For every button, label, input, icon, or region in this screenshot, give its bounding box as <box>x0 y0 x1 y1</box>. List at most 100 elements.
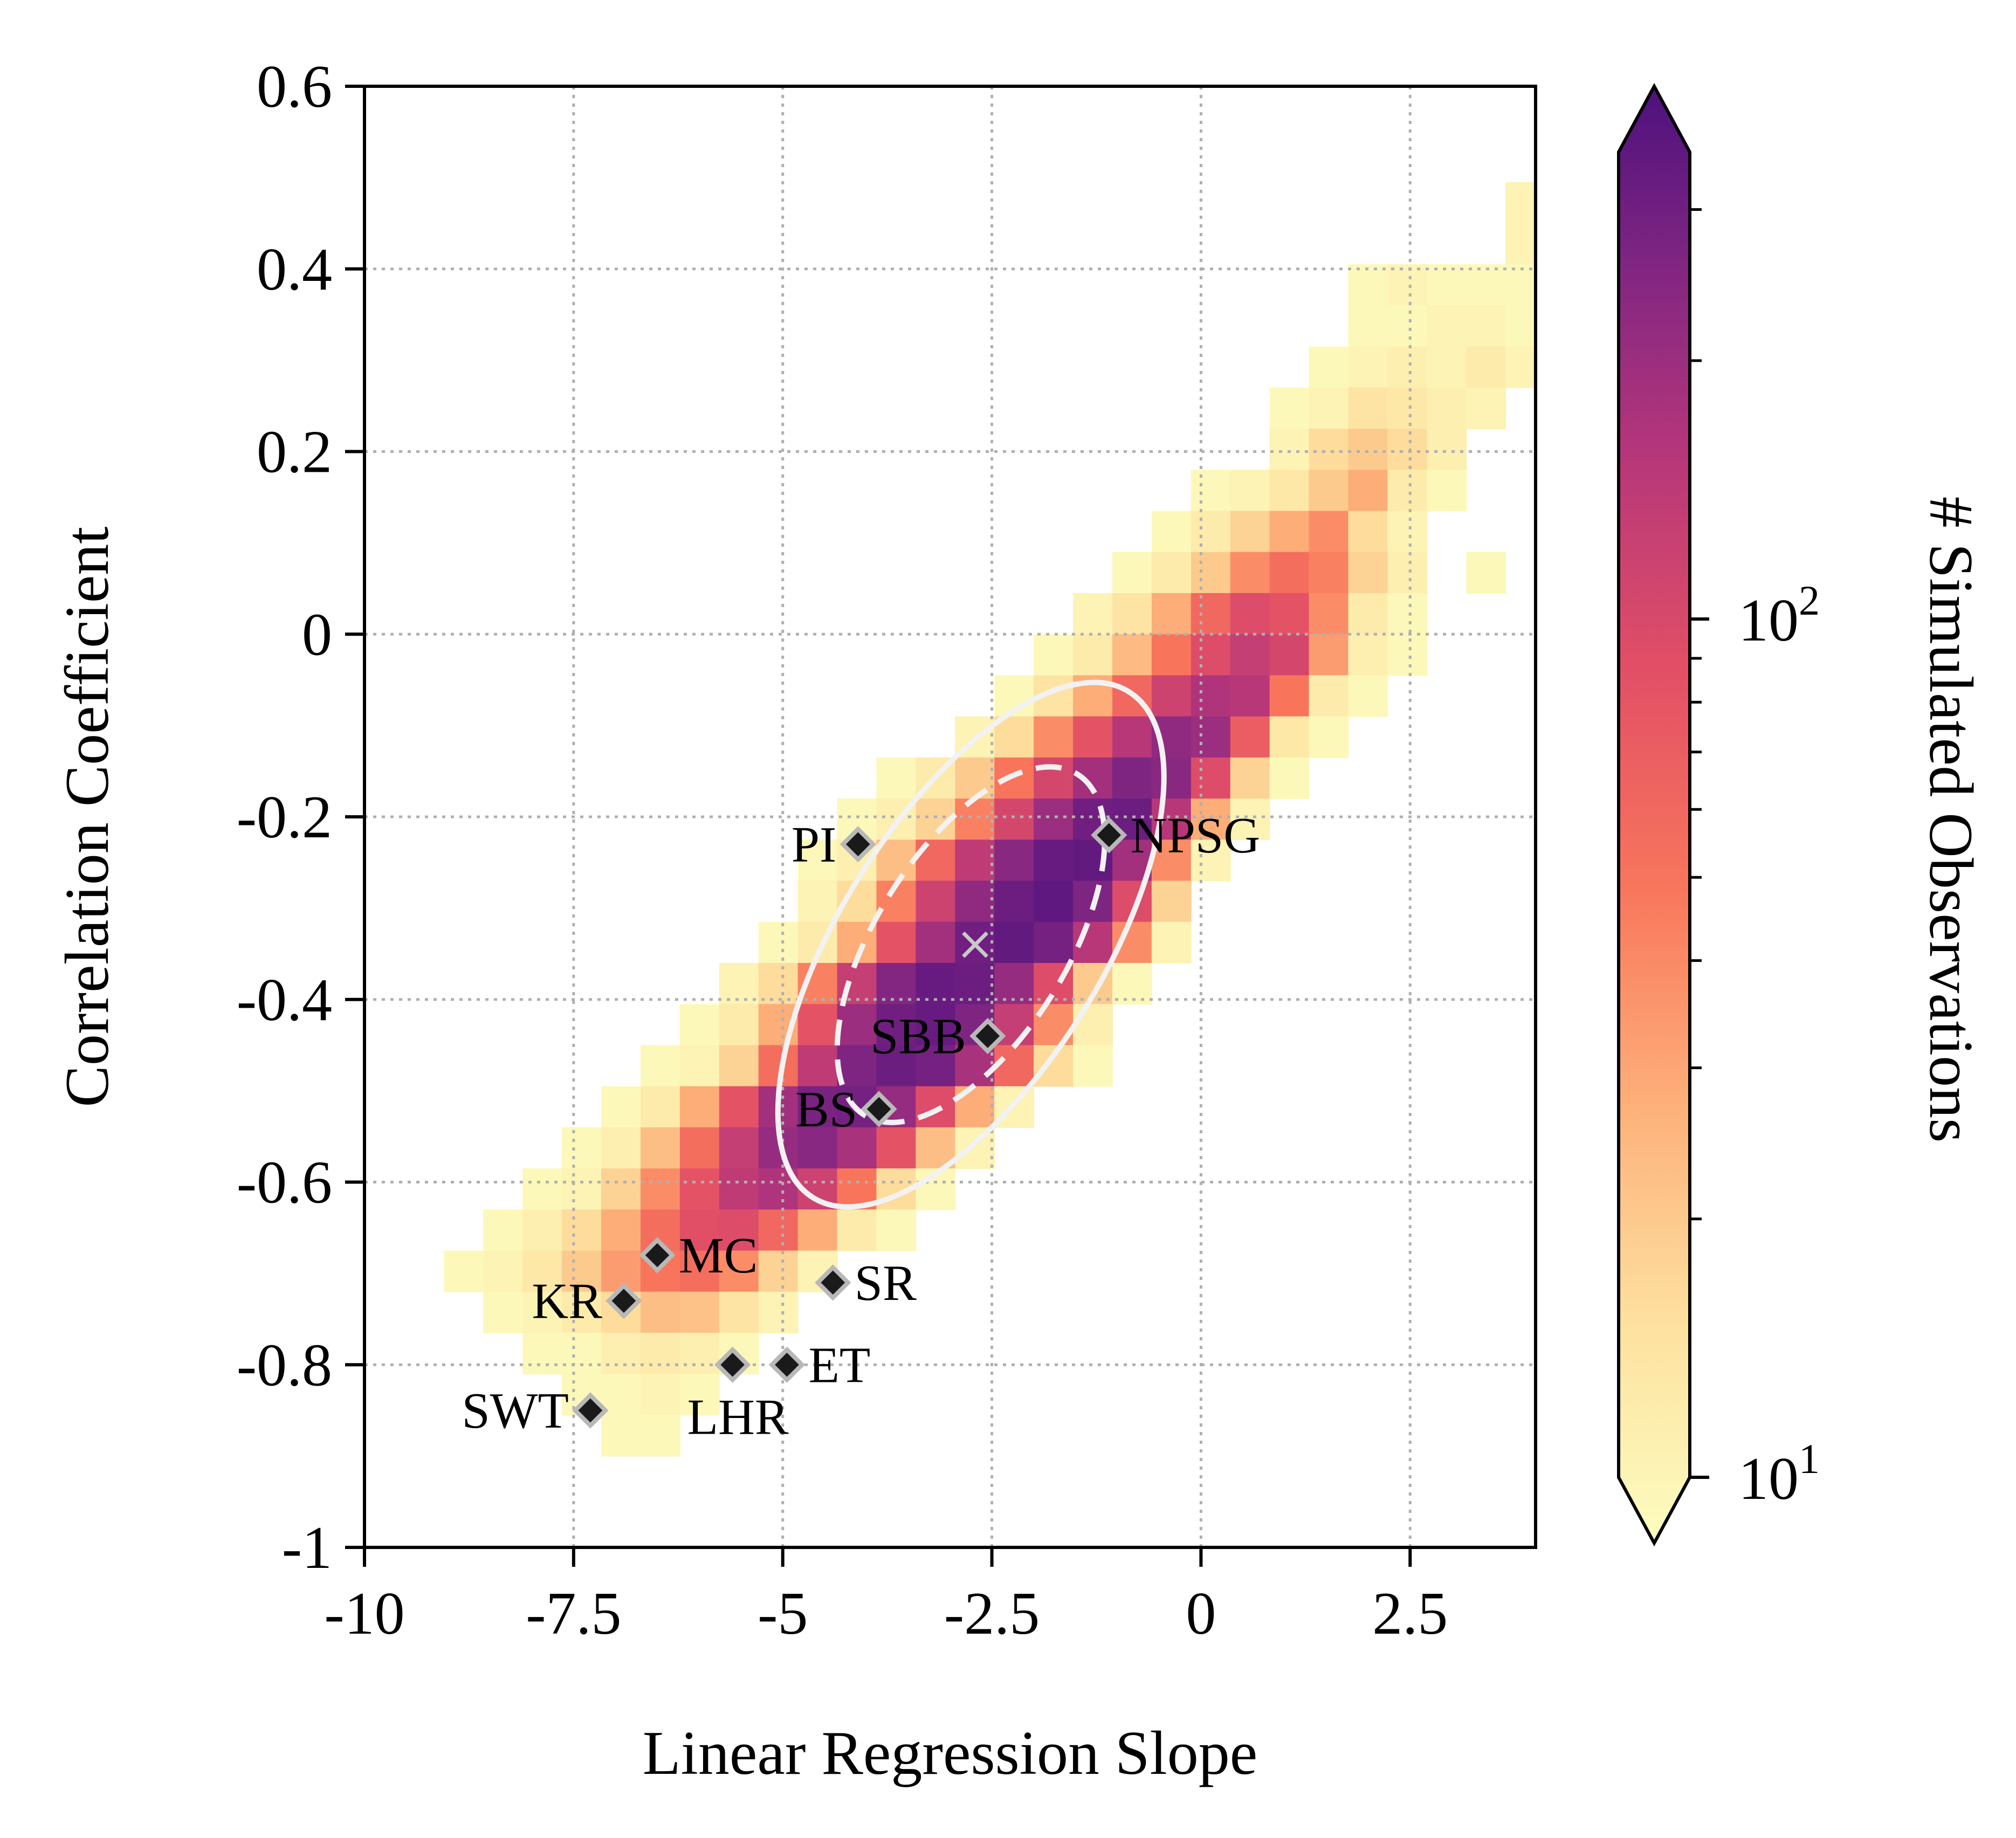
heatmap-cell <box>679 1086 720 1128</box>
heatmap-cell <box>1387 634 1428 676</box>
heatmap-cell <box>719 1250 759 1292</box>
heatmap-cell <box>1034 716 1074 758</box>
heatmap-cell <box>797 1127 838 1169</box>
heatmap-cell <box>955 798 995 841</box>
heatmap-cell <box>640 1086 680 1128</box>
heatmap-cell <box>679 1332 720 1375</box>
heatmap-cell <box>1034 880 1074 923</box>
heatmap-cell <box>1348 429 1388 471</box>
heatmap-cell <box>994 963 1035 1005</box>
heatmap-cell <box>562 1291 602 1333</box>
colorbar-ticks: 101 102 <box>1690 208 1820 1512</box>
heatmap-cell <box>955 757 995 800</box>
heatmap-cell <box>1230 593 1270 635</box>
heatmap-cell <box>994 798 1035 841</box>
heatmap-cell <box>876 1045 917 1087</box>
heatmap-cell <box>719 1127 759 1169</box>
heatmap-cell <box>916 921 956 963</box>
heatmap-cell <box>994 716 1035 758</box>
heatmap-cell <box>1191 552 1231 594</box>
heatmap-cell <box>916 880 956 923</box>
point-label: SBB <box>870 1009 966 1065</box>
colorbar-tick-label: 101 <box>1738 1435 1820 1512</box>
heatmap-cell <box>1151 757 1192 800</box>
y-tick-label: 0 <box>302 601 332 668</box>
heatmap-cell <box>1073 593 1113 635</box>
heatmap-cell <box>916 963 956 1005</box>
heatmap-cell <box>1151 839 1192 882</box>
heatmap-cell <box>1034 839 1074 882</box>
y-tick-label: -1 <box>282 1515 332 1581</box>
heatmap-cell <box>1191 470 1231 512</box>
heatmap-cell <box>1348 346 1388 388</box>
heatmap-cell <box>1505 223 1536 265</box>
heatmap-cell <box>1348 470 1388 512</box>
heatmap-cell <box>719 1168 759 1210</box>
heatmap-cell <box>522 1168 563 1210</box>
heatmap-cell <box>1191 675 1231 717</box>
heatmap-cell <box>1034 921 1074 963</box>
point-marker <box>572 1392 609 1429</box>
heatmap-cell <box>1387 305 1428 347</box>
heatmap-cell <box>876 757 917 800</box>
heatmap-cell <box>679 1127 720 1169</box>
x-tick-label: 0 <box>1186 1580 1216 1647</box>
heatmap-cell <box>994 839 1035 882</box>
grid-lines <box>364 86 1536 1547</box>
heatmap-cell <box>1112 963 1152 1005</box>
heatmap-cell <box>1309 593 1349 635</box>
heatmap-cell <box>1230 675 1270 717</box>
heatmap-cell <box>1348 305 1388 347</box>
heatmap-cell <box>1348 593 1388 635</box>
point-marker <box>768 1346 806 1383</box>
heatmap-cell <box>1466 552 1506 594</box>
x-tick-label: -7.5 <box>526 1580 621 1647</box>
heatmap-cell <box>797 1086 838 1128</box>
heatmap-cell <box>837 1209 877 1251</box>
heatmap-cell <box>1151 634 1192 676</box>
heatmap-cell <box>679 1374 720 1416</box>
heatmap-cell <box>1348 552 1388 594</box>
point-marker <box>861 1091 897 1127</box>
heatmap-cell <box>640 1168 680 1210</box>
heatmap-cell <box>1545 306 1585 347</box>
x-axis-ticks: -10 -7.5 -5 -2.5 0 2.5 <box>324 1547 1448 1647</box>
heatmap-cell <box>1309 675 1349 717</box>
heatmap-cell <box>837 1004 877 1046</box>
heatmap-cell <box>1427 470 1467 512</box>
heatmap-cell <box>1073 634 1113 676</box>
heatmap-cell <box>1309 470 1349 512</box>
heatmap-cell <box>1230 511 1270 553</box>
x-axis-label: Linear Regression Slope <box>643 1719 1257 1788</box>
heatmap-cell <box>1309 552 1349 594</box>
heatmap-cell <box>1191 511 1231 553</box>
heatmap-cell <box>601 1168 641 1210</box>
heatmap-cell <box>522 1291 563 1333</box>
point-label: LHR <box>687 1389 789 1445</box>
heatmap-cell <box>1269 593 1310 635</box>
heatmap-cell <box>1230 634 1270 676</box>
heatmap-cell <box>679 1004 720 1046</box>
heatmap-cell <box>758 1250 799 1292</box>
heatmap-cell <box>1387 470 1428 512</box>
heatmap-cell <box>601 1250 641 1292</box>
heatmap-cell <box>640 1332 680 1375</box>
heatmap-cell <box>1073 1004 1113 1046</box>
heatmap-cell <box>719 963 759 1005</box>
x-tick-label: -5 <box>758 1580 808 1647</box>
heatmap-cell <box>1387 387 1428 430</box>
y-axis-label: Correlation Coefficient <box>53 527 122 1107</box>
heatmap-cell <box>837 1045 877 1087</box>
heatmap-cell <box>679 1209 720 1251</box>
point-label: MC <box>679 1228 758 1284</box>
heatmap-cell <box>562 1127 602 1169</box>
point-label: ET <box>808 1337 870 1393</box>
heatmap-cell <box>1112 593 1152 635</box>
heatmap-cell <box>1427 346 1467 388</box>
heatmap-cell <box>601 1415 641 1457</box>
heatmap-cell <box>1112 757 1152 800</box>
heatmap-cell <box>1269 634 1310 676</box>
heatmap-cell <box>1505 305 1536 347</box>
point-marker <box>639 1237 676 1273</box>
